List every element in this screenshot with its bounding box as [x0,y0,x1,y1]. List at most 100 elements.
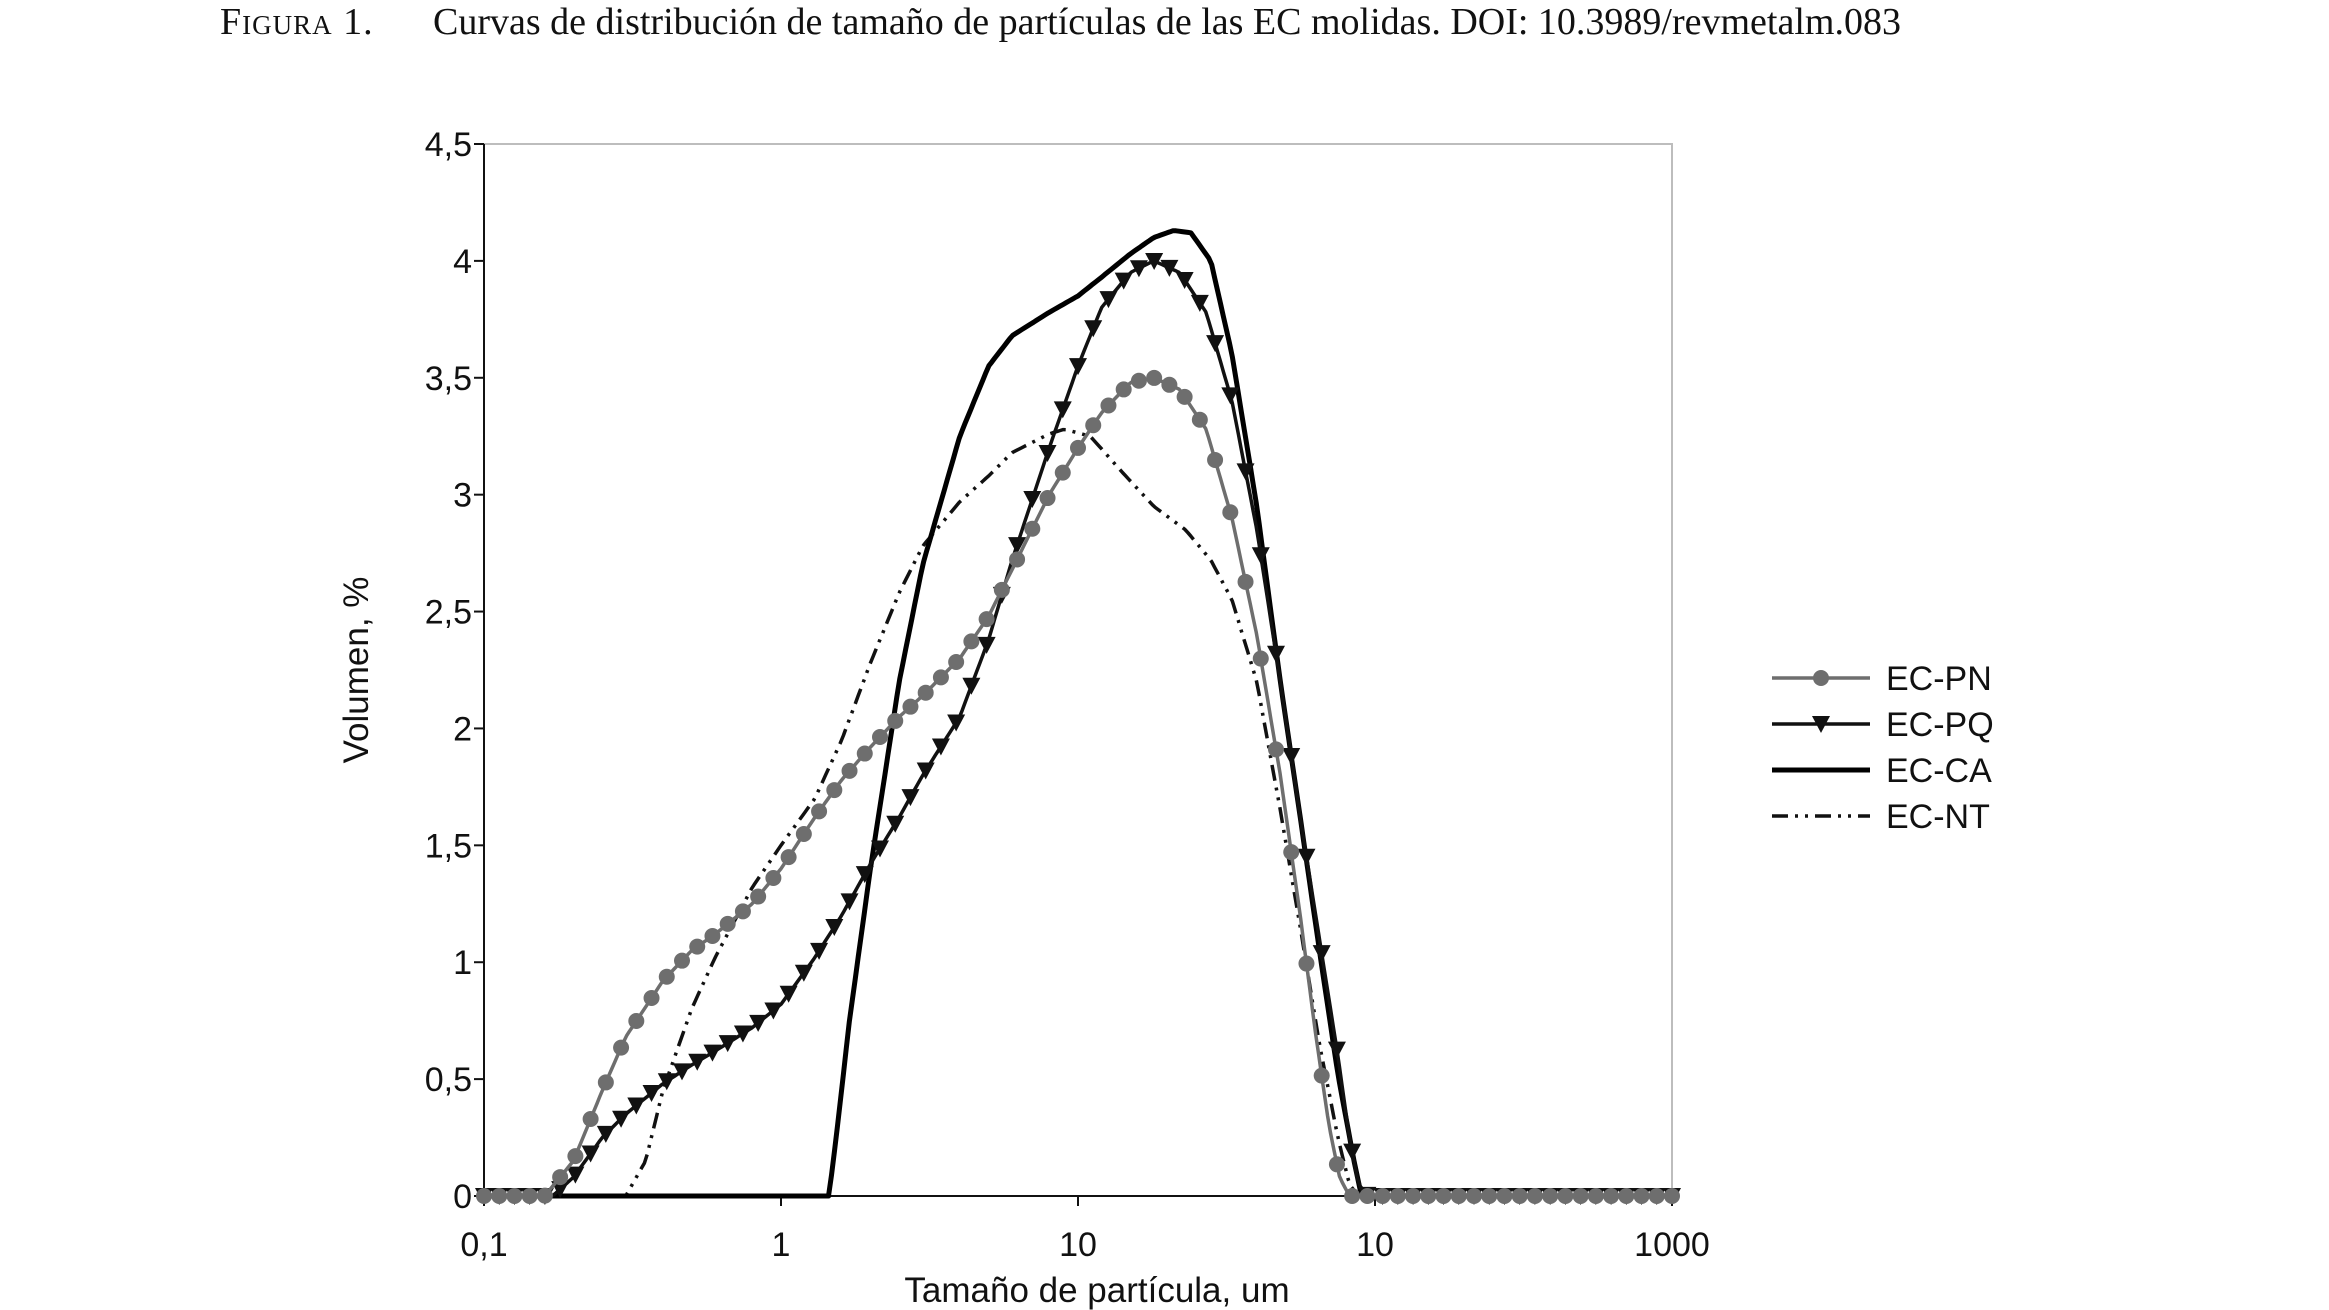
legend-marker [1812,716,1830,733]
data-point-marker [1038,444,1057,462]
data-point-marker [1237,573,1254,590]
data-point-marker [810,942,829,960]
series-line [484,427,1672,1198]
data-point-marker [826,782,843,799]
data-point-marker [1327,1041,1346,1059]
data-point-marker [1312,945,1331,963]
data-point-marker [1222,504,1239,521]
data-point-marker [856,745,873,762]
data-point-marker [1526,1188,1543,1204]
data-point-marker [506,1188,523,1204]
x-tick-label: 10 [1356,1226,1394,1264]
data-point-marker [1557,1188,1574,1204]
data-point-marker [1070,439,1086,456]
data-point-marker [917,684,934,701]
y-tick-label: 1 [453,944,472,982]
data-point-marker [1207,451,1224,468]
data-point-marker [1542,1188,1559,1204]
data-point-marker [1572,1188,1589,1204]
data-point-marker [1206,335,1225,353]
data-point-marker [1145,253,1164,271]
y-tick-label: 2 [453,710,472,748]
data-point-marker [628,1012,645,1029]
data-point-marker [1114,272,1133,290]
x-tick-label: 0,1 [460,1226,507,1264]
data-point-marker [1618,1188,1635,1204]
y-tick-label: 3 [453,477,472,515]
data-point-marker [1129,260,1148,278]
data-point-marker [795,825,812,842]
data-point-marker [1374,1188,1391,1204]
figure-number: Figura 1. [220,1,374,43]
data-point-marker [886,815,905,833]
data-point-marker [1160,259,1179,277]
data-point-marker [597,1074,614,1091]
data-point-marker [627,1097,646,1115]
data-point-marker [1175,271,1194,289]
data-point-marker [855,866,874,884]
data-point-marker [1603,1188,1620,1204]
data-point-marker [1313,1067,1330,1084]
data-point-marker [1297,848,1316,866]
data-point-marker [887,712,904,729]
data-point-marker [1251,547,1270,565]
data-point-marker [582,1110,599,1127]
data-point-marker [1161,376,1178,393]
figure-caption-text: Curvas de distribución de tamaño de part… [433,1,1901,43]
series-ec-pq [475,253,1681,1205]
y-tick-label: 4,5 [425,126,472,164]
data-point-marker [962,677,981,695]
data-point-marker [1328,1156,1345,1173]
series-layer [475,228,1681,1205]
data-point-marker [1176,388,1193,405]
data-point-marker [1252,650,1269,667]
y-tick-label: 0 [453,1178,472,1216]
legend-item-ec-pn: EC-PN [1772,660,1992,698]
data-point-marker [749,1014,768,1032]
y-tick-label: 0,5 [425,1061,472,1099]
data-point-marker [1069,358,1087,376]
data-point-marker [536,1187,553,1204]
data-point-marker [1283,844,1300,861]
data-point-marker [476,1188,492,1204]
figure-caption: Figura 1. Curvas de distribución de tama… [0,0,2329,60]
data-point-marker [1024,520,1041,537]
data-point-marker [931,738,950,756]
series-line [484,259,1672,1198]
data-point-marker [1587,1188,1604,1204]
x-tick-label: 1 [772,1226,791,1264]
legend-label: EC-NT [1886,798,1990,836]
y-axis-ticks: 0 0,5 1 1,5 2 2,5 3 3,5 4 4,5 [425,126,484,1216]
data-point-marker [1236,463,1255,481]
data-point-marker [1664,1188,1680,1204]
data-point-marker [948,653,965,670]
y-tick-label: 2,5 [425,594,472,632]
data-point-marker [1190,294,1209,312]
data-point-marker [613,1039,630,1056]
data-point-marker [1268,741,1284,758]
legend-label: EC-PN [1886,660,1992,698]
data-point-marker [1435,1188,1452,1204]
data-point-marker [521,1188,538,1204]
data-point-marker [1405,1188,1422,1204]
data-point-marker [1130,372,1147,389]
data-point-marker [703,1044,722,1062]
data-point-marker [1481,1188,1498,1204]
data-point-marker [718,1035,737,1053]
data-point-marker [1085,417,1102,434]
data-point-marker [1008,537,1027,555]
data-point-marker [871,840,889,858]
data-point-marker [1344,1188,1361,1204]
data-point-marker [963,633,980,650]
data-point-marker [1039,490,1056,507]
data-point-marker [1191,411,1208,428]
data-point-marker [567,1148,584,1165]
series-line [484,228,1672,1199]
data-point-marker [765,869,782,886]
y-tick-label: 3,5 [425,360,472,398]
data-point-marker [658,968,675,985]
data-point-marker [1343,1143,1362,1161]
series-ec-ca [484,228,1672,1199]
data-point-marker [764,1002,783,1020]
data-point-marker [1450,1188,1467,1204]
